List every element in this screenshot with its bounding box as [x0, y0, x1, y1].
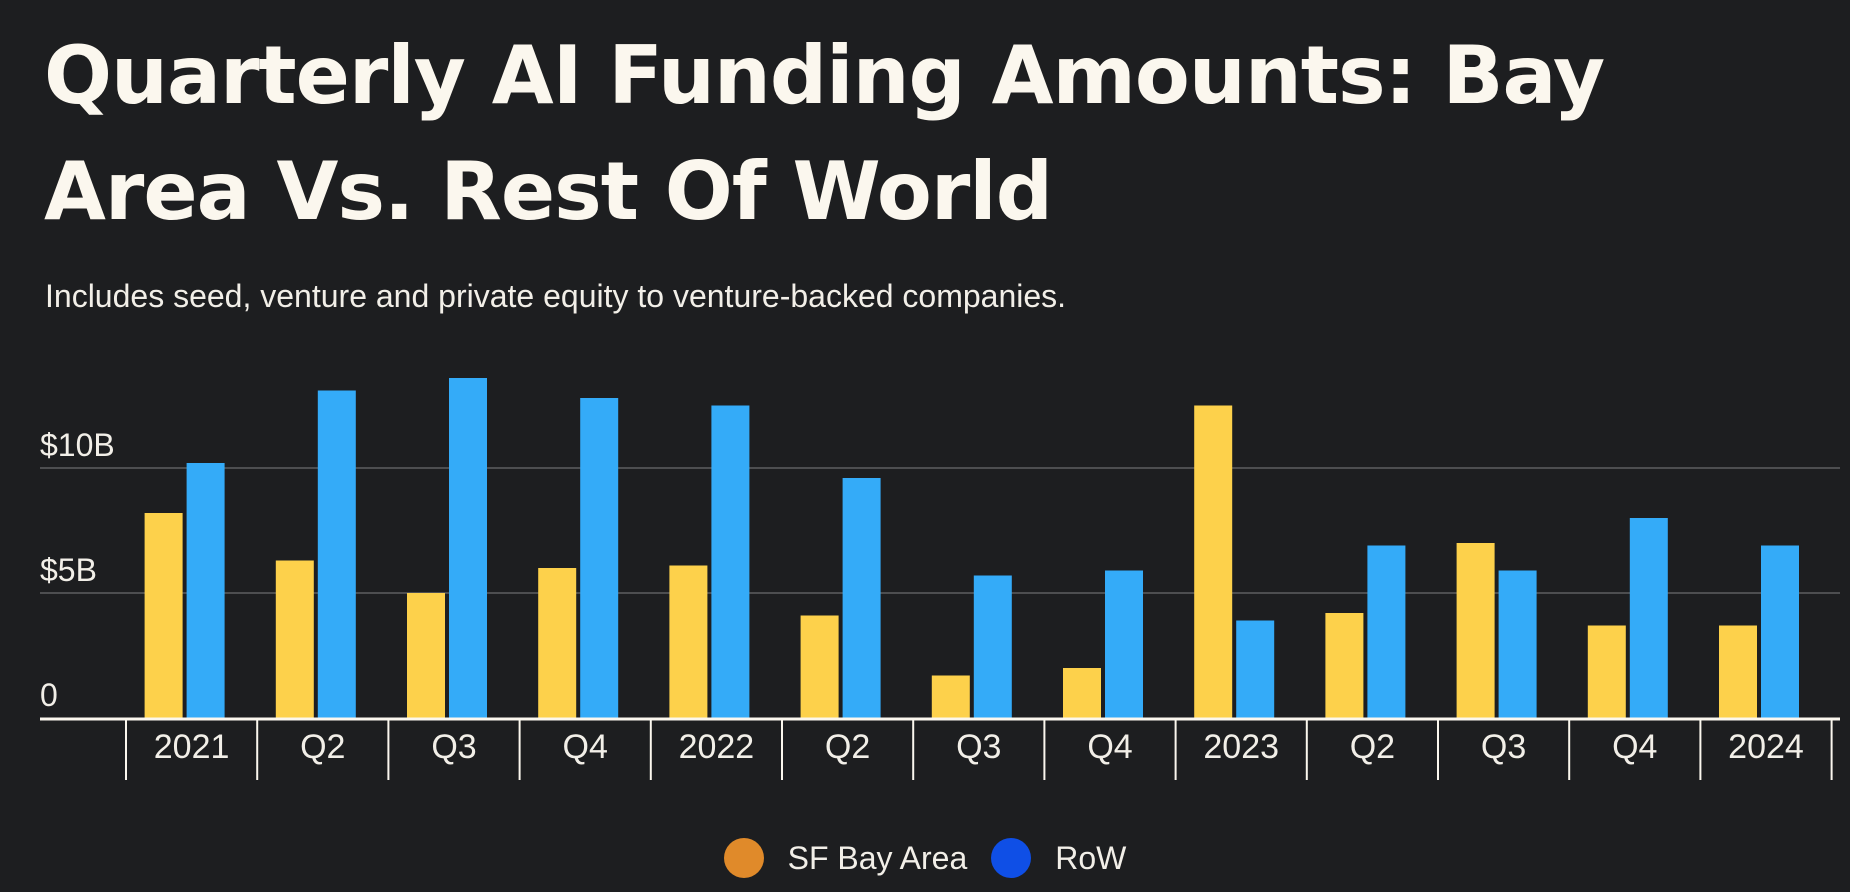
bar-sf-bay-area — [1194, 405, 1233, 718]
bar-chart: 0 $5B $10B 2021 Q2 Q3 Q4 2022 Q2 Q3 Q4 2023 Q2 Q3 Q4 20… — [40, 378, 1840, 780]
bar-sf-bay-area — [1719, 625, 1757, 718]
bar-row — [1761, 545, 1799, 718]
x-tick-label: Q4 — [1087, 728, 1132, 766]
bar-row — [1629, 518, 1668, 718]
bar-row — [186, 463, 225, 718]
x-tick-label: Q3 — [431, 728, 476, 766]
bar-row — [1498, 570, 1537, 718]
x-tick-label: 2021 — [154, 728, 230, 766]
chart-subtitle: Includes seed, venture and private equit… — [45, 278, 1067, 314]
bar-sf-bay-area — [1456, 543, 1495, 718]
bar-sf-bay-area — [669, 565, 708, 718]
legend-label-sf-bay-area: SF Bay Area — [787, 839, 968, 876]
bar-row — [973, 575, 1012, 718]
x-tick-label: Q2 — [1350, 728, 1395, 766]
bar-sf-bay-area — [538, 568, 577, 718]
x-tick-label: Q3 — [956, 728, 1001, 766]
x-tick-label: Q3 — [1481, 728, 1526, 766]
bar-row — [317, 390, 356, 718]
x-tick-label: 2024 — [1728, 728, 1804, 766]
y-tick-label: 0 — [40, 677, 58, 713]
bar-row — [580, 398, 619, 718]
legend-item-sf-bay-area: SF Bay Area — [723, 838, 968, 878]
y-tick-label: $10B — [40, 427, 115, 463]
bar-sf-bay-area — [407, 593, 445, 718]
bar-row — [1367, 545, 1406, 718]
legend-item-row: RoW — [991, 838, 1126, 878]
bar-sf-bay-area — [1587, 625, 1626, 718]
legend-label-row: RoW — [1055, 839, 1127, 876]
bar-sf-bay-area — [1063, 668, 1101, 718]
y-tick-label: $5B — [40, 552, 97, 588]
x-tick-label: Q4 — [1612, 728, 1657, 766]
bar-row — [842, 478, 881, 718]
bar-row — [1105, 570, 1143, 718]
x-tick-label: 2022 — [679, 728, 755, 766]
bar-sf-bay-area — [144, 513, 183, 718]
bar-sf-bay-area — [931, 675, 970, 718]
x-tick-label: 2023 — [1203, 728, 1279, 766]
bar-row — [1236, 620, 1275, 718]
bar-sf-bay-area — [275, 560, 314, 718]
chart-legend: SF Bay Area RoW — [0, 838, 1850, 878]
bar-sf-bay-area — [1325, 613, 1364, 718]
x-tick-label: Q2 — [300, 728, 345, 766]
bar-row — [449, 378, 487, 718]
legend-swatch-sf-bay-area — [723, 838, 764, 878]
chart-title: Quarterly AI Funding Amounts: Bay Area V… — [44, 29, 1605, 238]
x-tick-label: Q4 — [563, 728, 608, 766]
bar-row — [711, 405, 750, 718]
x-tick-label: Q2 — [825, 728, 870, 766]
legend-swatch-row — [991, 838, 1032, 878]
bar-sf-bay-area — [800, 615, 839, 718]
